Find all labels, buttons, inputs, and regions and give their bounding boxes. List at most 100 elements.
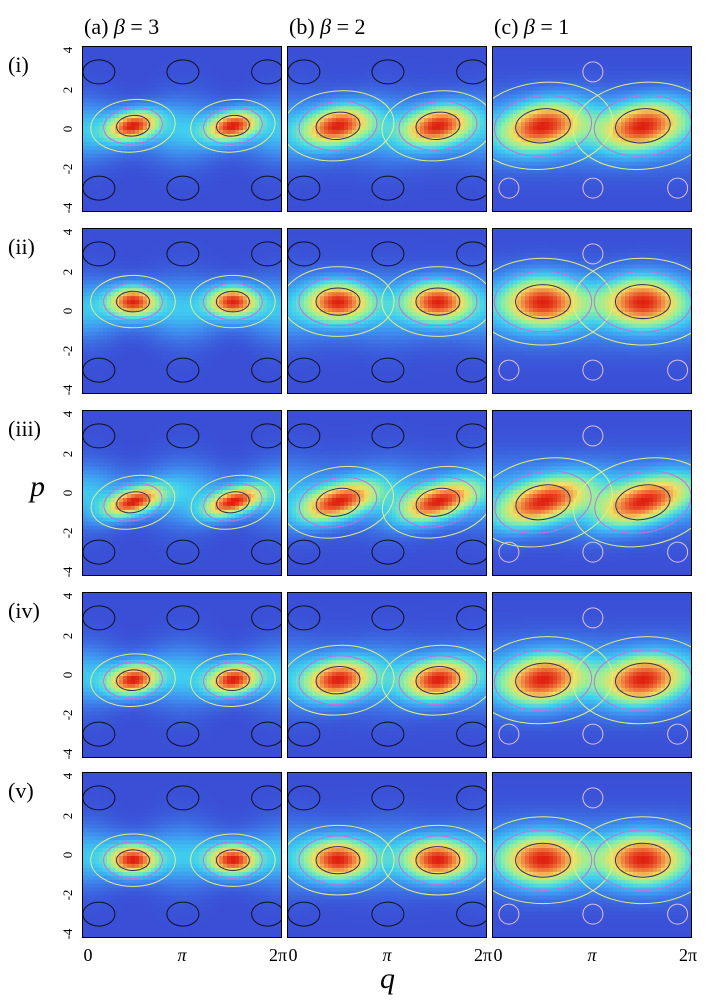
heatmap-cell [480, 114, 485, 119]
heatmap-cell [259, 201, 264, 206]
heatmap-cell [296, 145, 301, 151]
heatmap-cell [243, 201, 248, 206]
heatmap-cell [436, 70, 441, 76]
heatmap-cell [340, 145, 345, 151]
heatmap-cell [263, 66, 268, 72]
heatmap-cell [91, 157, 96, 163]
heatmap-cell [585, 90, 590, 96]
heatmap-cell [107, 157, 112, 163]
heatmap-cell [235, 133, 240, 139]
heatmap-cell [83, 78, 88, 84]
heatmap-cell [187, 141, 192, 147]
heatmap-cell [219, 189, 224, 194]
heatmap-cell [199, 205, 204, 210]
heatmap-cell [279, 66, 281, 72]
heatmap-cell [171, 70, 176, 76]
heatmap-cell [292, 58, 297, 64]
heatmap-cell [163, 145, 168, 151]
heatmap-cell [444, 86, 449, 92]
heatmap-cell [207, 62, 212, 68]
heatmap-cell [312, 137, 317, 143]
heatmap-cell [376, 126, 381, 131]
heatmap-cell [243, 54, 248, 60]
heatmap-cell [159, 54, 164, 60]
heatmap-cell [360, 94, 365, 99]
heatmap-cell [227, 82, 232, 88]
heatmap-cell [255, 149, 260, 155]
heatmap-cell [292, 47, 297, 52]
heatmap-cell [95, 149, 100, 155]
heatmap-cell [312, 161, 317, 167]
heatmap-cell [601, 90, 606, 96]
heatmap-cell [649, 54, 654, 60]
heatmap-cell [107, 82, 112, 88]
heatmap-cell [589, 58, 594, 64]
heatmap-cell [127, 47, 132, 52]
heatmap-cell [328, 58, 333, 64]
heatmap-cell [279, 94, 281, 99]
heatmap-cell [95, 185, 100, 190]
heatmap-cell [175, 177, 180, 182]
heatmap-cell [227, 106, 232, 111]
heatmap-cell [509, 58, 514, 64]
heatmap-cell [424, 197, 429, 202]
heatmap-cell [392, 62, 397, 68]
heatmap-cell [328, 133, 333, 139]
heatmap-cell [271, 193, 276, 198]
beta-value: = 3 [125, 14, 159, 39]
heatmap-cell [553, 58, 558, 64]
heatmap-cell [296, 86, 301, 92]
heatmap-cell [207, 126, 212, 131]
heatmap-cell [195, 185, 200, 190]
heatmap-cell [195, 161, 200, 167]
heatmap-cell [356, 201, 361, 206]
heatmap-cell [119, 74, 124, 80]
heatmap-cell [267, 118, 272, 123]
negative-contour [456, 175, 486, 201]
heatmap-cell [460, 173, 465, 179]
heatmap-cell [211, 177, 216, 182]
heatmap-cell [183, 141, 188, 147]
heatmap-cell [476, 201, 481, 206]
heatmap-cell [480, 201, 485, 206]
heatmap-cell [127, 94, 132, 99]
heatmap-cell [259, 189, 264, 194]
heatmap-cell [336, 189, 341, 194]
heatmap-cell [107, 153, 112, 159]
heatmap-cell [312, 47, 317, 52]
heatmap-cell [468, 62, 473, 68]
heatmap-cell [509, 70, 514, 76]
heatmap-cell [412, 66, 417, 72]
heatmap-cell [517, 102, 522, 107]
heatmap-cell [219, 197, 224, 202]
heatmap-cell [99, 137, 104, 143]
heatmap-cell [279, 110, 281, 115]
heatmap-cell [436, 86, 441, 92]
heatmap-cell [420, 209, 425, 211]
heatmap-cell [360, 86, 365, 92]
heatmap-cell [304, 185, 309, 190]
heatmap-cell [223, 70, 228, 76]
heatmap-cell [428, 189, 433, 194]
heatmap-cell [436, 74, 441, 80]
heatmap-cell [673, 58, 678, 64]
heatmap-cell [151, 126, 156, 131]
heatmap-cell [131, 189, 136, 194]
heatmap-cell [396, 189, 401, 194]
heatmap-cell [300, 82, 305, 88]
heatmap-cell [131, 181, 136, 186]
heatmap-cell [585, 102, 590, 107]
heatmap-cell [316, 165, 321, 171]
heatmap-cell [509, 62, 514, 68]
heatmap-cell [223, 126, 228, 131]
heatmap-cell [428, 102, 433, 107]
heatmap-cell [267, 145, 272, 151]
heatmap-cell [83, 189, 88, 194]
heatmap-cell [440, 197, 445, 202]
heatmap-cell [95, 133, 100, 139]
heatmap-cell [448, 173, 453, 179]
heatmap-cell [320, 122, 325, 127]
heatmap-cell [263, 110, 268, 115]
heatmap-cell [227, 114, 232, 119]
heatmap-cell [669, 82, 674, 88]
